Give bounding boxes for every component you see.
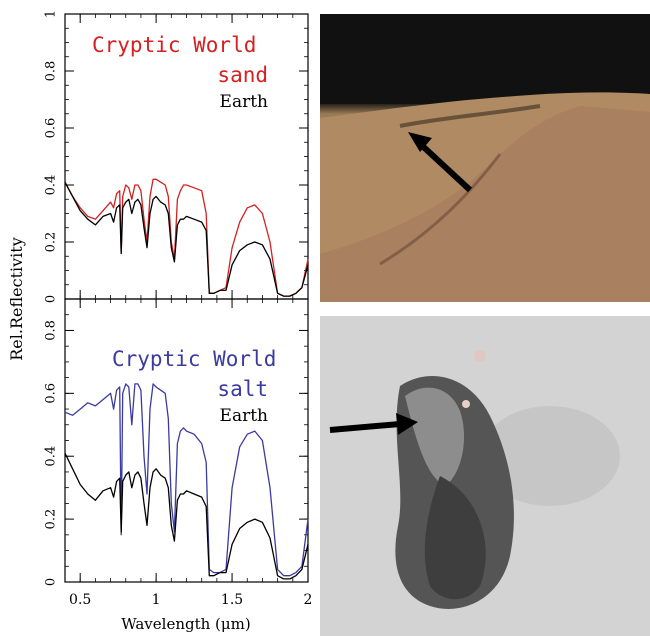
salt-photo — [320, 316, 650, 636]
y-axis-label: Rel.Reflectivity — [7, 237, 26, 361]
y-tick-label: 0.2 — [44, 509, 59, 530]
y-tick-label: 0.8 — [44, 320, 59, 341]
x-tick-label: 1.5 — [221, 592, 243, 608]
x-tick-label: 1 — [152, 592, 161, 608]
salt-photo-image — [320, 316, 650, 636]
series-line-cryptic — [64, 178, 309, 297]
arrow-icon — [408, 132, 473, 193]
sand-photo — [320, 14, 650, 302]
legend-entry: Cryptic World — [92, 33, 256, 57]
y-tick-label: 0.6 — [44, 118, 59, 139]
series-line-earth — [64, 181, 309, 297]
series-line-earth — [64, 452, 309, 580]
legend-entry: Cryptic World — [112, 347, 276, 371]
legend-entry: salt — [217, 377, 268, 401]
y-tick-label: 0.8 — [44, 61, 59, 82]
arrow-icon — [329, 413, 418, 435]
x-tick-label: 2 — [304, 592, 313, 608]
series-line-cryptic — [64, 383, 309, 577]
y-tick-label: 0 — [44, 295, 59, 303]
y-tick-label: 1 — [44, 10, 59, 18]
legend-entry: sand — [217, 63, 268, 87]
y-tick-label: 0.6 — [44, 383, 59, 404]
y-tick-label: 0.4 — [44, 175, 59, 196]
x-tick-label: 0.5 — [69, 592, 91, 608]
sand-photo-image — [320, 14, 650, 302]
plot-frame-1 — [64, 298, 309, 583]
y-tick-label: 0.4 — [44, 446, 59, 467]
spectra-charts: 0 0.2 0.4 0.6 0.8 1 Cryptic World sand Earth Rel.… — [7, 10, 313, 633]
legend-entry: Earth — [220, 406, 269, 426]
y-tick-label: 0.2 — [44, 232, 59, 253]
y-tick-label: 0 — [44, 578, 59, 586]
x-axis-label: Wavelength (μm) — [121, 615, 250, 633]
legend-entry: Earth — [220, 92, 269, 112]
